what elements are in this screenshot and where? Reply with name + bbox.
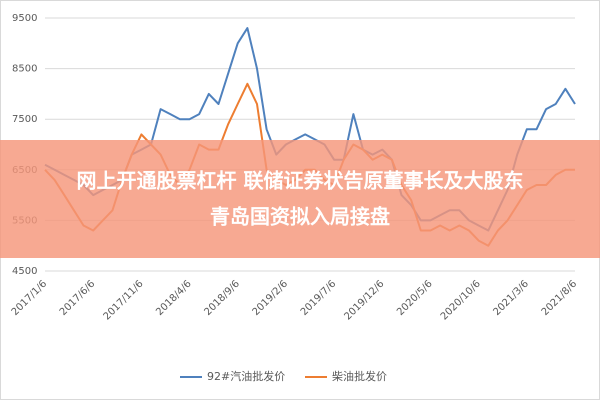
y-tick-label: 7500 — [12, 114, 37, 125]
legend-label: 92#汽油批发价 — [207, 369, 285, 383]
legend-label: 柴油批发价 — [332, 369, 387, 383]
banner-subtitle: 青岛国资拟入局接盘 — [210, 205, 390, 229]
y-tick-label: 4500 — [12, 266, 37, 277]
y-tick-label: 9500 — [12, 13, 37, 24]
banner-title: 网上开通股票杠杆 联储证券状告原董事长及大股东 — [77, 169, 524, 193]
legend: 92#汽油批发价 柴油批发价 — [180, 369, 387, 383]
y-tick-label: 8500 — [12, 64, 37, 75]
banner — [0, 140, 600, 258]
